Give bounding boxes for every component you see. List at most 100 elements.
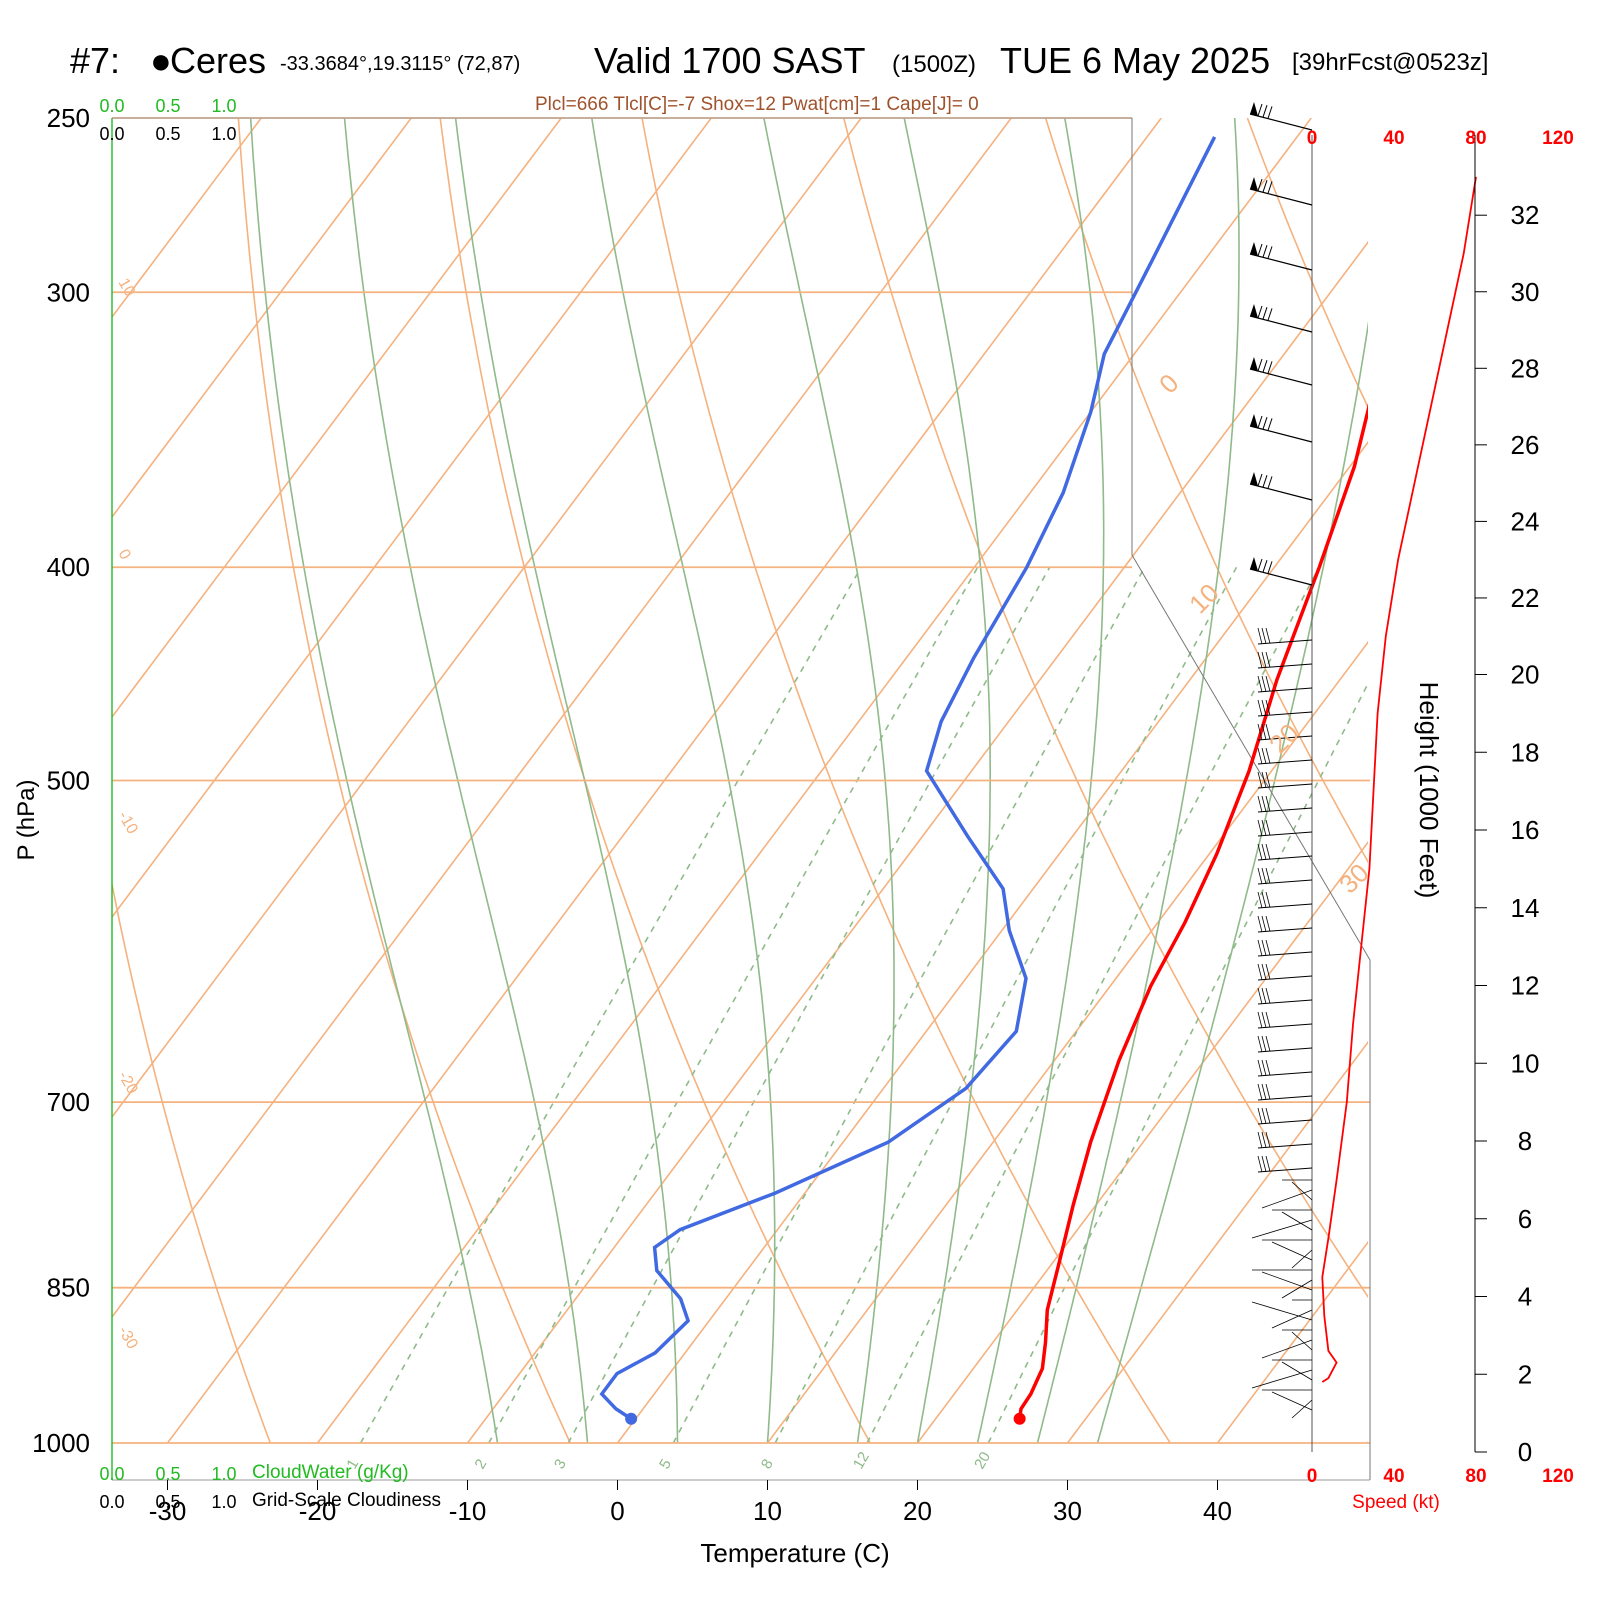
wind-barb-tick bbox=[1265, 843, 1271, 860]
wind-barb-tick bbox=[1257, 473, 1263, 487]
wind-barb-flag bbox=[1250, 357, 1258, 371]
height-tick-label: 28 bbox=[1511, 353, 1540, 383]
wind-barb-tick bbox=[1257, 1083, 1263, 1101]
pressure-tick-label: 500 bbox=[47, 766, 90, 796]
mixing-ratio-label: 2 bbox=[472, 1456, 491, 1472]
wind-barb-tick bbox=[1257, 915, 1263, 933]
height-tick-label: 16 bbox=[1511, 815, 1540, 845]
wind-barb-tick bbox=[1261, 915, 1267, 932]
pressure-tick-label: 300 bbox=[47, 277, 90, 307]
height-tick-label: 30 bbox=[1511, 277, 1540, 307]
wind-barb-staff bbox=[1261, 1339, 1313, 1359]
x-axis-title: Temperature (C) bbox=[700, 1538, 889, 1568]
wind-barb-tick bbox=[1267, 246, 1273, 259]
cloudiness-scale-bottom: 1.0 bbox=[211, 1492, 236, 1512]
wind-barb-tick bbox=[1265, 627, 1271, 644]
isotherm-label: -30 bbox=[115, 1324, 141, 1353]
wind-barb-tick bbox=[1261, 963, 1267, 980]
height-tick-label: 32 bbox=[1511, 200, 1540, 230]
isobar-lines bbox=[112, 117, 1370, 1444]
wind-barb-staff bbox=[1281, 1211, 1313, 1231]
wind-barb-tick bbox=[1261, 747, 1267, 764]
wind-barb-tick bbox=[1261, 1035, 1267, 1052]
wind-barb-staff bbox=[1291, 1331, 1313, 1351]
wind-barb-staff bbox=[1291, 1181, 1313, 1201]
wind-barb-staff bbox=[1257, 1047, 1313, 1053]
mixing-ratio-label: 3 bbox=[551, 1456, 570, 1472]
wind-barb-tick bbox=[1265, 987, 1271, 1004]
wind-barb-staff bbox=[1257, 1071, 1313, 1077]
mixing-ratio-line bbox=[488, 566, 979, 1444]
forecast-info: [39hrFcst@0523z] bbox=[1292, 49, 1489, 76]
pressure-tick-label: 850 bbox=[47, 1273, 90, 1303]
cloudiness-label: Grid-Scale Cloudiness bbox=[252, 1490, 441, 1511]
x-tick-label: -10 bbox=[449, 1496, 487, 1526]
wind-barb-tick bbox=[1265, 747, 1271, 764]
wind-barb-tick bbox=[1261, 1107, 1267, 1124]
wind-barb-staff bbox=[1251, 1369, 1313, 1389]
wind-barb-staff bbox=[1257, 999, 1313, 1005]
wind-barb-tick bbox=[1267, 561, 1273, 574]
isotherm-label: -10 bbox=[115, 809, 141, 838]
speed-tick-label-top: 120 bbox=[1542, 128, 1574, 149]
wind-barb-tick bbox=[1265, 795, 1271, 812]
wind-barb-tick bbox=[1261, 843, 1267, 860]
station-coords: -33.3684°,19.3115° (72,87) bbox=[280, 53, 521, 75]
wind-barb-tick bbox=[1257, 651, 1263, 669]
wind-barb-tick bbox=[1257, 771, 1263, 789]
wind-barb-tick bbox=[1257, 747, 1263, 765]
height-tick-label: 20 bbox=[1511, 660, 1540, 690]
wind-barb-staff bbox=[1251, 1219, 1313, 1239]
wind-barb-tick bbox=[1257, 358, 1263, 372]
wind-barb-tick bbox=[1267, 418, 1273, 431]
cloudwater-scale-bottom: 1.0 bbox=[211, 1464, 236, 1484]
wind-barb-tick bbox=[1267, 308, 1273, 321]
mixing-ratio-line bbox=[567, 566, 1051, 1444]
wind-barb-tick bbox=[1262, 245, 1268, 258]
wind-barb-staff bbox=[1257, 831, 1313, 837]
wind-barb-tick bbox=[1267, 181, 1273, 194]
wind-barb-tick bbox=[1261, 771, 1267, 788]
isotherm-line bbox=[1066, 1041, 1368, 1444]
wind-barb-tick bbox=[1257, 1035, 1263, 1053]
x-tick-label: 30 bbox=[1053, 1496, 1082, 1526]
dry-adiabat-line bbox=[641, 118, 1171, 1444]
sounding-indices: Plcl=666 Tlcl[C]=-7 Shox=12 Pwat[cm]=1 C… bbox=[535, 94, 979, 115]
wind-barb-tick bbox=[1257, 963, 1263, 981]
wind-barb-tick bbox=[1265, 651, 1271, 668]
height-tick-label: 6 bbox=[1518, 1204, 1532, 1234]
wind-barb-tick bbox=[1262, 307, 1268, 320]
isotherm-line bbox=[916, 840, 1368, 1444]
wind-barb-tick bbox=[1265, 819, 1271, 836]
dry-adiabat-line bbox=[1449, 118, 1600, 1443]
height-tick-label: 22 bbox=[1511, 583, 1540, 613]
wind-barb-tick bbox=[1261, 867, 1267, 884]
dewpoint-surface-marker bbox=[625, 1412, 638, 1425]
wind-barb-flag bbox=[1250, 102, 1258, 116]
isotherm-label: 10 bbox=[115, 276, 139, 300]
wind-barb-tick bbox=[1265, 699, 1271, 716]
wind-barb-tick bbox=[1265, 675, 1271, 692]
wind-barb-staff bbox=[1249, 188, 1313, 206]
wind-barb-staff bbox=[1257, 879, 1313, 885]
right-boundary bbox=[1131, 118, 1371, 1480]
height-tick-label: 24 bbox=[1511, 506, 1540, 536]
cloudwater-scale-top: 0.5 bbox=[155, 96, 180, 116]
isotherm-label-right: 30 bbox=[1333, 858, 1375, 900]
wind-barb-staff bbox=[1281, 1279, 1313, 1299]
wind-barb-tick bbox=[1267, 361, 1273, 374]
isotherm-label-right: 10 bbox=[1183, 578, 1225, 620]
mixing-ratio-line bbox=[866, 566, 1320, 1444]
moist-adiabat-line bbox=[591, 118, 776, 1444]
pressure-tick-label: 700 bbox=[47, 1087, 90, 1117]
wind-barb-staff bbox=[1271, 1309, 1313, 1329]
wind-barb-tick bbox=[1265, 963, 1271, 980]
wind-barb-tick bbox=[1257, 415, 1263, 429]
temperature-line bbox=[1017, 403, 1368, 1420]
wind-barb-tick bbox=[1262, 560, 1268, 573]
wind-barb-staff bbox=[1257, 903, 1313, 909]
dry-adiabat-line bbox=[843, 118, 1368, 1299]
wind-barb-tick bbox=[1262, 417, 1268, 430]
